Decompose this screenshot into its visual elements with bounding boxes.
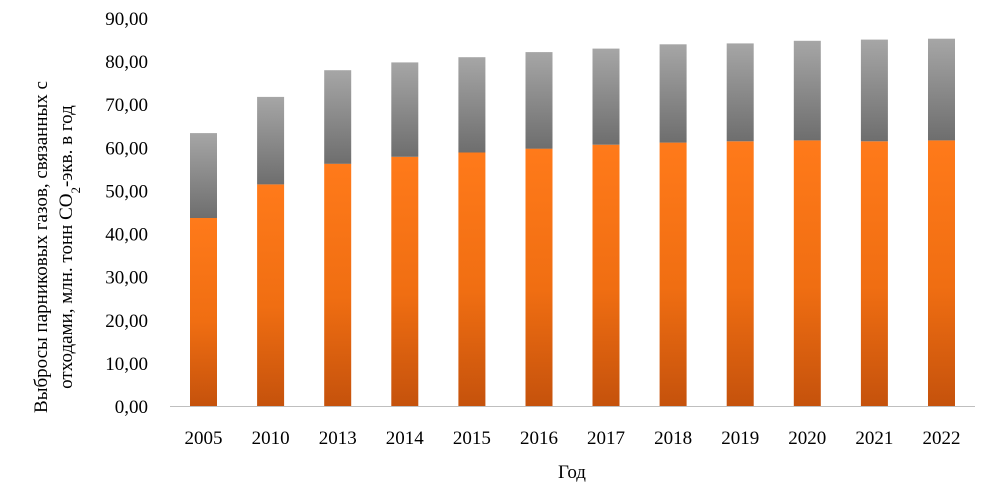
bar-segment-series-1: [257, 184, 285, 406]
x-tick-label: 2019: [721, 428, 759, 449]
x-tick-label: 2022: [923, 428, 961, 449]
bar-segment-series-1: [928, 140, 955, 406]
y-tick-label: 0,00: [115, 397, 148, 418]
x-tick-label: 2016: [520, 428, 558, 449]
x-axis-ticks: 2005 2010 2013 2014 2015 2016 2017 2018 2019 2020…: [185, 428, 961, 449]
y-tick-label: 80,00: [105, 52, 148, 73]
bar-segment-series-2: [525, 52, 553, 149]
bar-segment-series-1: [190, 218, 217, 406]
y-tick-label: 60,00: [105, 138, 148, 159]
y-tick-label: 90,00: [105, 9, 148, 30]
bar-segment-series-1: [726, 141, 754, 407]
x-tick-label: 2010: [252, 428, 290, 449]
bars-layer: [190, 38, 955, 407]
bar-segment-series-1: [592, 144, 620, 406]
bar-segment-series-2: [324, 70, 352, 164]
bar-segment-series-1: [659, 142, 687, 406]
x-tick-label: 2013: [319, 428, 357, 449]
y-tick-label: 20,00: [105, 311, 148, 332]
y-axis-title-line-2-end: -экв. в год: [56, 105, 77, 187]
bar-segment-series-1: [458, 152, 486, 406]
bar-segment-series-2: [928, 38, 955, 141]
bar-segment-series-1: [324, 163, 352, 406]
x-tick-label: 2020: [788, 428, 826, 449]
bar-segment-series-2: [726, 43, 754, 142]
y-tick-label: 70,00: [105, 95, 148, 116]
bar-segment-series-1: [793, 140, 821, 406]
y-axis-title-subscript: 2: [68, 187, 83, 194]
y-tick-label: 40,00: [105, 225, 148, 246]
x-tick-label: 2005: [185, 428, 223, 449]
bar-segment-series-1: [525, 148, 553, 406]
y-tick-label: 30,00: [105, 268, 148, 289]
x-tick-label: 2021: [855, 428, 893, 449]
y-tick-label: 10,00: [105, 354, 148, 375]
bar-segment-series-1: [860, 141, 888, 407]
x-tick-label: 2017: [587, 428, 625, 449]
y-axis-title-line-2-main: отходами, млн. тонн CO: [56, 194, 77, 389]
bar-segment-series-2: [391, 62, 419, 157]
y-axis-title: Выбросы парниковых газов, связанных с от…: [31, 81, 83, 413]
bar-segment-series-2: [190, 133, 217, 218]
x-tick-label: 2015: [453, 428, 491, 449]
bar-segment-series-2: [793, 40, 821, 141]
x-tick-label: 2018: [654, 428, 692, 449]
bar-segment-series-2: [458, 57, 486, 153]
bar-segment-series-2: [257, 96, 285, 185]
y-axis-title-line-1: Выбросы парниковых газов, связанных с: [31, 81, 52, 413]
x-axis-title: Год: [558, 462, 586, 483]
y-tick-label: 50,00: [105, 181, 148, 202]
bar-segment-series-2: [860, 39, 888, 142]
y-axis-title-line-2: отходами, млн. тонн CO2-экв. в год: [56, 105, 83, 389]
bar-segment-series-2: [659, 44, 687, 143]
y-axis-ticks: 0,00 10,00 20,00 30,00 40,00 50,00 60,00 70,00 8…: [105, 9, 148, 418]
bar-segment-series-2: [592, 48, 620, 145]
x-tick-label: 2014: [386, 428, 425, 449]
bar-segment-series-1: [391, 156, 419, 406]
